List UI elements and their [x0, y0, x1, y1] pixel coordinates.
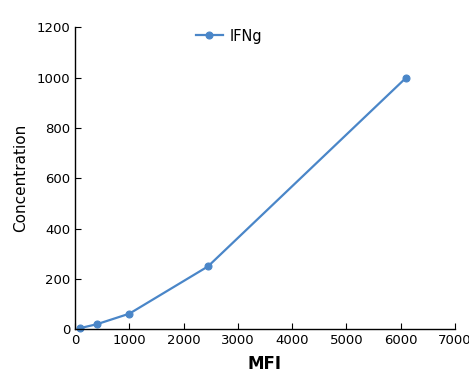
IFNg — [403, 75, 409, 80]
IFNg — [127, 311, 132, 316]
Line: IFNg: IFNg — [77, 74, 409, 332]
IFNg — [205, 264, 211, 269]
IFNg — [94, 322, 99, 327]
Y-axis label: Concentration: Concentration — [13, 124, 28, 232]
Legend: IFNg: IFNg — [197, 29, 263, 44]
X-axis label: MFI: MFI — [248, 356, 282, 374]
IFNg — [78, 326, 83, 330]
